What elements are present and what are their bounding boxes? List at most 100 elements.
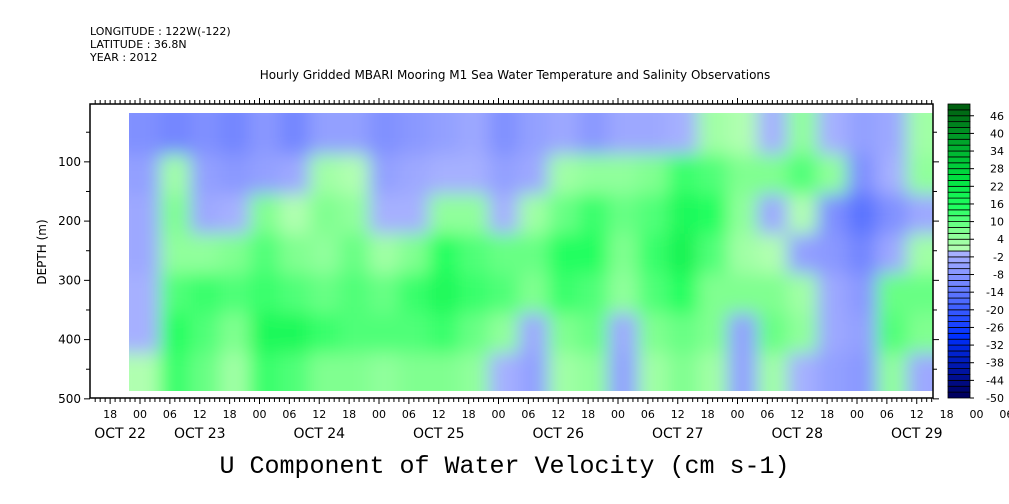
x-tick-label: 06	[282, 408, 296, 421]
heatmap-cell	[129, 233, 161, 275]
colorbar-band	[947, 368, 971, 375]
colorbar-band	[947, 303, 971, 311]
heatmap-cell	[458, 233, 490, 275]
x-tick-label: 00	[492, 408, 506, 421]
heatmap-cell	[189, 352, 221, 391]
date-label: OCT 29	[891, 426, 943, 442]
colorbar-band	[947, 344, 971, 352]
heatmap-cell	[518, 313, 549, 354]
heatmap-cell	[159, 154, 191, 195]
heatmap-cell	[249, 352, 280, 391]
heatmap-cell	[279, 194, 310, 235]
colorbar-band	[947, 162, 971, 170]
colorbar-band	[947, 244, 971, 252]
colorbar-label: -26	[986, 321, 1004, 334]
heatmap-cell	[637, 154, 669, 195]
heatmap-cell	[159, 352, 191, 391]
heatmap-cell	[488, 233, 519, 275]
heatmap-cell	[488, 352, 519, 391]
heatmap-cell	[428, 194, 460, 235]
colorbar-label: 46	[990, 110, 1004, 123]
heatmap-cell	[518, 233, 549, 275]
heatmap-cell	[727, 313, 758, 354]
colorbar-label: -20	[986, 304, 1004, 317]
heatmap-cell	[428, 273, 460, 314]
heatmap-cell	[906, 352, 933, 391]
heatmap-cell	[309, 113, 340, 155]
heatmap-cell	[129, 154, 161, 195]
heatmap-cell	[548, 154, 579, 195]
colorbar-band	[947, 332, 971, 340]
x-tick-label: 12	[193, 408, 207, 421]
heatmap-cell	[697, 352, 729, 391]
colorbar-label: -8	[993, 269, 1004, 282]
heatmap-cell	[129, 194, 161, 235]
heatmap-cell	[219, 194, 251, 235]
heatmap-cell	[757, 113, 788, 155]
heatmap-cell	[339, 273, 370, 314]
heatmap-cell	[847, 233, 878, 275]
heatmap-cell	[398, 352, 430, 391]
colorbar-band	[947, 279, 971, 287]
colorbar-band	[947, 385, 971, 393]
date-label: OCT 28	[771, 426, 823, 442]
heatmap-cell	[369, 352, 400, 391]
heatmap-cell	[518, 194, 549, 235]
latitude-label: LATITUDE : 36.8N	[90, 38, 187, 51]
heatmap-cell	[309, 233, 340, 275]
heatmap-cell	[876, 313, 908, 354]
y-tick-label: 200	[58, 214, 81, 228]
colorbar-band	[947, 315, 971, 322]
colorbar-band	[947, 156, 971, 164]
heatmap-cell	[727, 233, 758, 275]
heatmap-cell	[428, 352, 460, 391]
heatmap-cell	[189, 194, 221, 235]
heatmap-cell	[817, 113, 848, 155]
heatmap-cell	[847, 352, 878, 391]
heatmap-cell	[189, 233, 221, 275]
x-tick-label: 12	[551, 408, 565, 421]
heatmap-cell	[339, 352, 370, 391]
x-tick-label: 18	[462, 408, 476, 421]
x-tick-label: 18	[581, 408, 595, 421]
heatmap-cell	[697, 194, 729, 235]
heatmap-cell	[488, 313, 519, 354]
longitude-label: LONGITUDE : 122W(-122)	[90, 25, 231, 38]
heatmap-cell	[398, 113, 430, 155]
heatmap-cell	[578, 113, 609, 155]
heatmap-cell	[458, 154, 490, 195]
x-tick-label: 00	[970, 408, 984, 421]
heatmap-cell	[189, 113, 221, 155]
heatmap-cell	[787, 352, 818, 391]
x-tick-label: 00	[253, 408, 267, 421]
heatmap-cell	[548, 233, 579, 275]
heatmap-cell	[727, 273, 758, 314]
heatmap-cell	[608, 154, 639, 195]
heatmap-cell	[697, 273, 729, 314]
heatmap-cell	[757, 273, 788, 314]
heatmap-cell	[637, 273, 669, 314]
x-tick-label: 00	[133, 408, 147, 421]
chart-title: Hourly Gridded MBARI Mooring M1 Sea Wate…	[259, 68, 771, 82]
heatmap-cell	[309, 352, 340, 391]
heatmap-cell	[727, 113, 758, 155]
heatmap-cell	[428, 154, 460, 195]
heatmap-cell	[369, 154, 400, 195]
heatmap-cell	[159, 194, 191, 235]
x-tick-label: 06	[402, 408, 416, 421]
heatmap-cell	[458, 313, 490, 354]
x-tick-label: 06	[760, 408, 774, 421]
heatmap-cell	[339, 313, 370, 354]
heatmap-cell	[428, 313, 460, 354]
heatmap-cell	[518, 352, 549, 391]
heatmap-cell	[578, 273, 609, 314]
colorbar-label: -38	[986, 357, 1004, 370]
heatmap-cell	[667, 273, 699, 314]
y-tick-label: 500	[58, 392, 81, 406]
heatmap-cell	[817, 233, 848, 275]
heatmap-cell	[339, 194, 370, 235]
heatmap-cell	[697, 113, 729, 155]
heatmap-cell	[488, 273, 519, 314]
colorbar-label: 22	[990, 180, 1004, 193]
